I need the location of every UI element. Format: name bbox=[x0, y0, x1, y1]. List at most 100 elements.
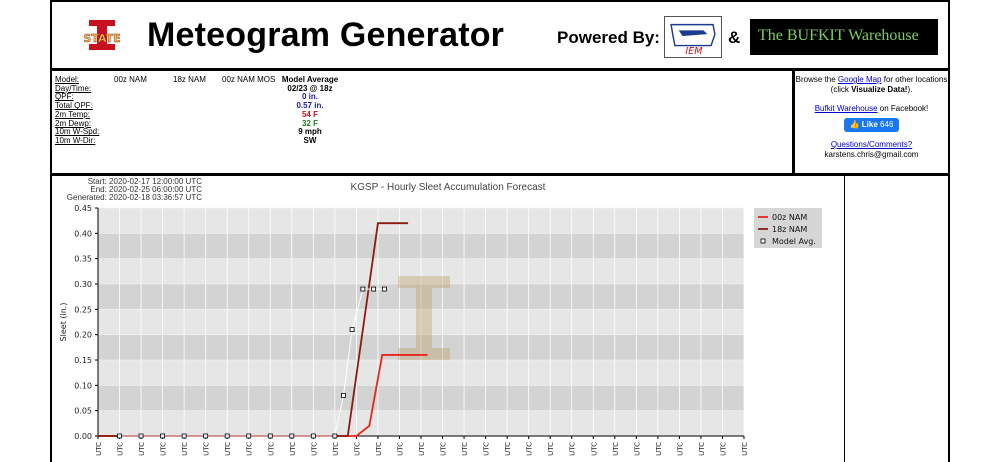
info-row-label[interactable]: 2m Temp: bbox=[55, 109, 90, 119]
bufkit-warehouse-link[interactable]: Bufkit Warehouse bbox=[814, 104, 878, 113]
visualize-data-label: Visualize Data! bbox=[851, 85, 908, 94]
y-tick-label: 0.05 bbox=[74, 407, 92, 416]
x-tick-label: UTC bbox=[95, 442, 103, 456]
x-tick-label: UTC bbox=[741, 442, 749, 456]
x-tick-label: UTC bbox=[246, 442, 254, 456]
iowa-state-logo[interactable]: STATE bbox=[77, 18, 127, 54]
facebook-like-button[interactable]: 👍 Like 646 bbox=[843, 118, 900, 132]
iem-logo[interactable]: IEM bbox=[664, 16, 722, 58]
x-tick-label: UTC bbox=[461, 442, 469, 456]
x-tick-label: UTC bbox=[267, 442, 275, 456]
info-row-label[interactable]: 2m Dewp: bbox=[55, 118, 92, 128]
info-col-average: 0 in. bbox=[301, 92, 318, 102]
y-axis-label: Sleet (in.) bbox=[59, 303, 68, 342]
model-avg-point bbox=[267, 433, 273, 439]
meteogram-chart: Start: 2020-02-17 12:00:00 UTC End: 2020… bbox=[50, 174, 846, 462]
questions-link[interactable]: Questions/Comments? bbox=[830, 140, 913, 149]
model-avg-point bbox=[381, 286, 387, 292]
x-tick-label: UTC bbox=[590, 442, 598, 456]
info-col-average: 0.57 in. bbox=[296, 101, 324, 111]
legend-swatch bbox=[760, 238, 766, 244]
info-row-label[interactable]: Total QPF: bbox=[55, 101, 93, 111]
browse-suffix: for other locations bbox=[881, 75, 948, 84]
model-avg-point bbox=[224, 433, 230, 439]
chart-start-time: Start: 2020-02-17 12:00:00 UTC bbox=[87, 177, 202, 186]
model-avg-point bbox=[289, 433, 295, 439]
info-row-label[interactable]: Model: bbox=[55, 75, 80, 84]
info-col-average: 32 F bbox=[301, 118, 318, 128]
y-tick-label: 0.30 bbox=[74, 280, 92, 289]
info-col-average: 9 mph bbox=[298, 127, 322, 137]
model-avg-point bbox=[181, 433, 187, 439]
model-avg-point bbox=[371, 286, 377, 292]
contact-email: karstens.chris@gmail.com bbox=[824, 150, 919, 159]
legend-label: 18z NAM bbox=[772, 225, 807, 234]
model-avg-line bbox=[119, 288, 385, 437]
chart-plot: 0.00 0.05 0.10 0.15 0.20 0.25 0.30 0.35 0.40 0.45… bbox=[59, 204, 822, 456]
legend-label: 00z NAM bbox=[772, 213, 807, 222]
links-panel: Browse the Google Map for other location… bbox=[793, 69, 950, 175]
model-avg-point bbox=[310, 433, 316, 439]
powered-by-label: Powered By: bbox=[557, 28, 660, 47]
click-text: (click Visualize Data!). bbox=[795, 85, 948, 95]
y-tick-label: 0.25 bbox=[74, 305, 92, 314]
x-tick-label: UTC bbox=[655, 442, 663, 456]
info-col-average: 54 F bbox=[301, 109, 318, 119]
x-tick-label: UTC bbox=[289, 442, 297, 456]
x-tick-label: UTC bbox=[483, 442, 491, 456]
info-col-nam18: 18z NAM bbox=[173, 75, 206, 84]
isu-logo-text: STATE bbox=[83, 32, 120, 45]
info-row-label[interactable]: 10m W-Spd: bbox=[55, 127, 100, 137]
info-row-label[interactable]: QPF: bbox=[55, 92, 74, 102]
browse-text: Browse the Google Map for other location… bbox=[795, 75, 948, 85]
model-avg-point bbox=[332, 433, 338, 439]
x-tick-label: UTC bbox=[612, 442, 620, 456]
chart-meta: Start: 2020-02-17 12:00:00 UTC End: 2020… bbox=[56, 178, 202, 202]
y-tick-label: 0.45 bbox=[74, 204, 92, 213]
model-avg-point bbox=[246, 433, 252, 439]
x-tick-label: UTC bbox=[698, 442, 706, 456]
model-avg-point bbox=[203, 433, 209, 439]
browse-prefix: Browse the bbox=[795, 75, 838, 84]
bufkit-warehouse-logo[interactable]: The BUFKIT Warehouse bbox=[750, 19, 938, 55]
info-col-nam-mos: 00z NAM MOS bbox=[222, 75, 276, 84]
x-tick-label: UTC bbox=[160, 442, 168, 456]
y-tick-label: 0.00 bbox=[74, 432, 92, 441]
model-avg-point bbox=[341, 393, 346, 398]
like-count: 646 bbox=[880, 120, 894, 129]
model-avg-point bbox=[349, 327, 355, 333]
y-tick-label: 0.10 bbox=[74, 381, 92, 390]
info-row-label[interactable]: 10m W-Dir: bbox=[55, 135, 96, 145]
x-tick-label: UTC bbox=[138, 442, 146, 456]
x-tick-label: UTC bbox=[332, 442, 340, 456]
x-tick-label: UTC bbox=[310, 442, 318, 456]
y-tick-label: 0.15 bbox=[74, 356, 92, 365]
info-col-average: SW bbox=[303, 135, 317, 145]
google-map-link[interactable]: Google Map bbox=[837, 75, 882, 84]
x-tick-label: UTC bbox=[224, 442, 232, 456]
model-avg-point bbox=[360, 286, 366, 292]
header: STATE Meteogram Generator Powered By: IE… bbox=[50, 0, 950, 70]
x-tick-label: UTC bbox=[676, 442, 684, 456]
x-tick-label: UTC bbox=[569, 442, 577, 456]
iem-logo-text: IEM bbox=[685, 46, 702, 57]
x-tick-label: UTC bbox=[633, 442, 641, 456]
chart-generated-time: Generated: 2020-02-18 03:36:57 UTC bbox=[66, 193, 202, 202]
facebook-text: Bufkit Warehouse on Facebook! bbox=[795, 104, 948, 114]
info-col-average: 02/23 @ 18z bbox=[287, 83, 333, 93]
facebook-suffix: on Facebook! bbox=[877, 104, 929, 113]
bufkit-logo-text: The BUFKIT Warehouse bbox=[758, 27, 919, 44]
info-col-average: Model Average bbox=[281, 75, 339, 84]
thumbs-up-icon: 👍 bbox=[849, 120, 860, 129]
y-tick-label: 0.40 bbox=[74, 229, 92, 238]
x-tick-label: UTC bbox=[117, 442, 125, 456]
click-suffix: ). bbox=[907, 85, 913, 94]
legend-label: Model Avg. bbox=[772, 237, 816, 246]
info-col-nam00: 00z NAM bbox=[114, 75, 147, 84]
x-tick-label: UTC bbox=[418, 442, 426, 456]
x-tick-label: UTC bbox=[396, 442, 404, 456]
x-tick-label: UTC bbox=[719, 442, 727, 456]
x-tick-label: UTC bbox=[353, 442, 361, 456]
info-row-label[interactable]: Day/Time: bbox=[55, 83, 92, 93]
y-tick-label: 0.35 bbox=[74, 255, 92, 264]
